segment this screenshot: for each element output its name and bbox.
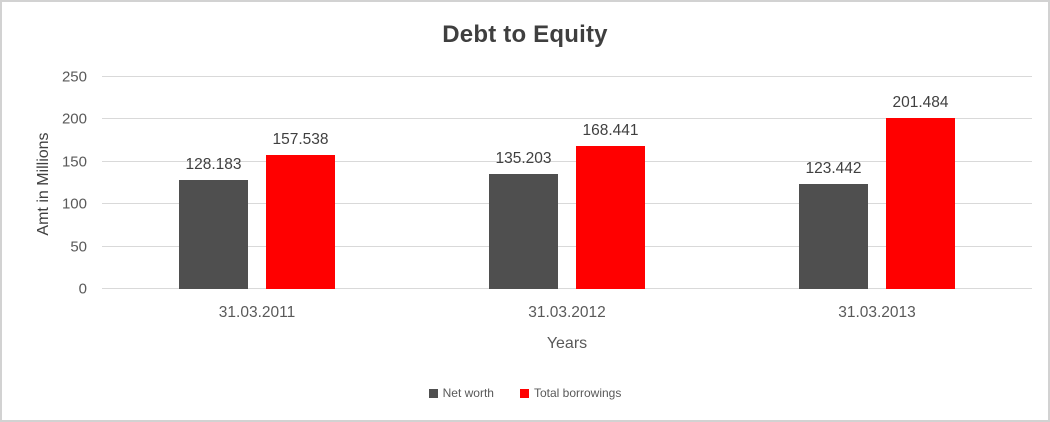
legend: Net worth Total borrowings (2, 386, 1048, 400)
bar-net-worth (799, 184, 868, 289)
bar-net-worth (489, 174, 558, 289)
bar-group: 123.442 201.484 (722, 77, 1032, 289)
data-label: 135.203 (495, 150, 552, 168)
y-tick-label: 0 (78, 280, 87, 298)
gridline (102, 245, 1032, 247)
data-label: 168.441 (582, 122, 639, 140)
bar-with-label: 135.203 (489, 77, 558, 289)
gridline (102, 118, 1032, 120)
gridline (102, 76, 1032, 77)
legend-marker-icon (428, 388, 438, 398)
bar-total-borrowings (266, 155, 335, 289)
y-axis-tick-labels: 0 50 100 150 200 250 (2, 70, 87, 297)
legend-marker-icon (519, 388, 529, 398)
x-tick-label: 31.03.2013 (838, 304, 916, 321)
legend-item: Net worth (428, 386, 494, 400)
gridline (102, 288, 1032, 289)
bar-with-label: 201.484 (886, 77, 955, 289)
y-tick-label: 150 (61, 153, 87, 171)
bar-with-label: 128.183 (179, 77, 248, 289)
bar-with-label: 157.538 (266, 77, 335, 289)
x-axis-tick-labels: 31.03.2011 31.03.2012 31.03.2013 (102, 304, 1032, 322)
gridline (102, 203, 1032, 205)
gridline (102, 160, 1032, 162)
gridlines (102, 76, 1032, 289)
plot-area: 128.183 157.538 135.203 168.441 123.442 201.4… (102, 76, 1032, 289)
bar-group: 128.183 157.538 (102, 77, 412, 289)
data-label: 123.442 (805, 160, 862, 178)
data-label: 157.538 (272, 131, 329, 149)
bar-total-borrowings (886, 118, 955, 289)
bar-group: 135.203 168.441 (412, 77, 722, 289)
bar-groups: 128.183 157.538 135.203 168.441 123.442 201.4… (102, 77, 1032, 289)
chart-title: Debt to Equity (442, 21, 608, 48)
data-label: 201.484 (892, 94, 949, 112)
y-tick-label: 200 (61, 110, 87, 128)
bar-net-worth (179, 180, 248, 289)
legend-label: Total borrowings (533, 386, 622, 400)
x-axis-title: Years (546, 335, 588, 352)
y-tick-label: 100 (61, 195, 87, 213)
y-tick-label: 250 (61, 68, 87, 86)
bar-with-label: 168.441 (576, 77, 645, 289)
legend-item: Total borrowings (519, 386, 622, 400)
bar-with-label: 123.442 (799, 77, 868, 289)
legend-label: Net worth (442, 386, 494, 400)
x-tick-label: 31.03.2011 (218, 304, 296, 321)
bar-total-borrowings (576, 146, 645, 289)
x-tick-label: 31.03.2012 (528, 304, 606, 321)
data-label: 128.183 (185, 156, 242, 174)
y-tick-label: 50 (70, 238, 87, 256)
